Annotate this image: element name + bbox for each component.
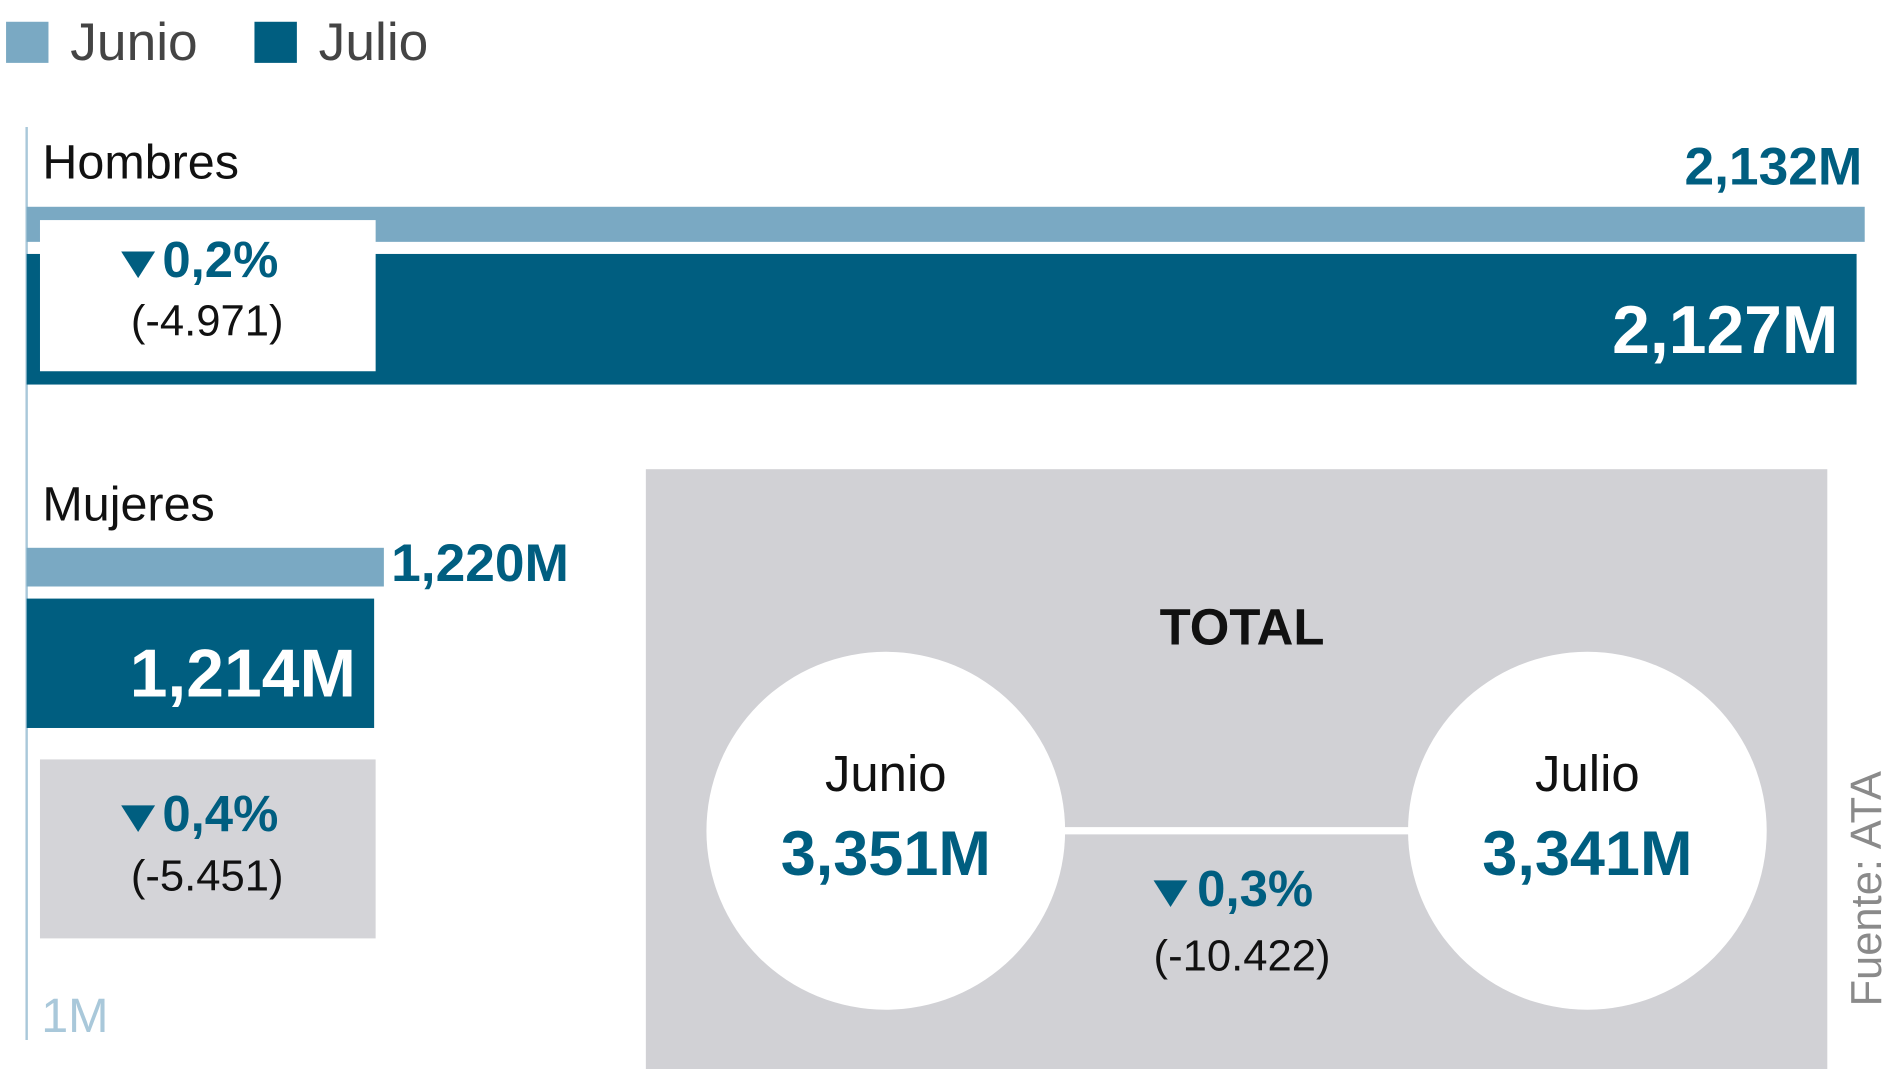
down-arrow	[1153, 880, 1188, 907]
change-percent: 0,2%	[162, 231, 278, 288]
total-value: 3,351M	[781, 819, 991, 889]
legend-swatch	[254, 21, 297, 63]
value-label: 1,214M	[130, 637, 356, 712]
category-label: Hombres	[42, 135, 239, 189]
total-name: Junio	[825, 745, 947, 802]
change-diff: (-4.971)	[131, 298, 284, 346]
change-diff: (-5.451)	[131, 853, 284, 901]
category-label: Mujeres	[42, 478, 214, 532]
legend-swatch	[6, 21, 49, 63]
x-tick-label: 1M	[41, 989, 108, 1043]
change-box	[39, 220, 376, 372]
total-value: 3,341M	[1482, 819, 1692, 889]
change-percent: 0,4%	[162, 785, 278, 842]
total-diff: (-10.422)	[1154, 932, 1331, 980]
value-label: 2,132M	[1684, 138, 1862, 197]
total-title: TOTAL	[1160, 599, 1325, 656]
legend-label: Julio	[319, 13, 429, 72]
down-arrow	[121, 805, 156, 832]
source: Fuente: ATA	[1843, 771, 1891, 1006]
value-label: 2,127M	[1612, 293, 1838, 368]
bar	[26, 547, 384, 587]
total-circle	[706, 651, 1066, 1010]
bar	[26, 598, 375, 728]
total-circle	[1408, 651, 1767, 1010]
change-box	[39, 759, 376, 939]
total-percent: 0,3%	[1197, 860, 1313, 917]
total-name: Julio	[1535, 745, 1640, 802]
legend-label: Junio	[70, 13, 197, 72]
value-label: 1,220M	[391, 534, 569, 593]
down-arrow	[121, 251, 156, 279]
